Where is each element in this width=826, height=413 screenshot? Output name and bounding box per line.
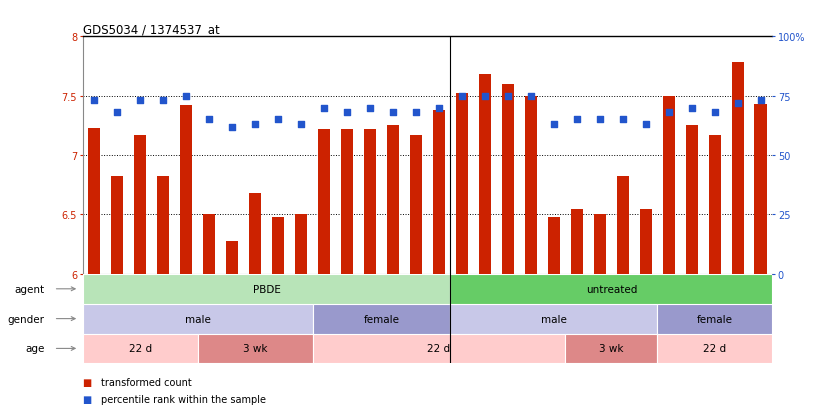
Point [317, 105, 330, 112]
Bar [433, 111, 445, 274]
Bar [363, 130, 377, 274]
Text: 3 wk: 3 wk [243, 344, 268, 354]
Text: 22 d: 22 d [427, 344, 450, 354]
Point [455, 93, 468, 100]
Bar [456, 94, 468, 274]
Text: ■: ■ [83, 377, 92, 387]
Bar [478, 75, 491, 274]
Bar [709, 135, 721, 274]
Bar [312, 304, 450, 334]
Point [478, 93, 491, 100]
Bar [657, 334, 772, 363]
Text: percentile rank within the sample: percentile rank within the sample [101, 394, 266, 404]
Bar [686, 126, 698, 274]
Point [432, 105, 445, 112]
Point [156, 98, 169, 104]
Point [501, 93, 515, 100]
Bar [387, 126, 399, 274]
Text: 22 d: 22 d [129, 344, 152, 354]
Bar [732, 63, 744, 274]
Point [179, 93, 192, 100]
Bar [83, 304, 312, 334]
Bar [88, 128, 101, 274]
Bar [450, 304, 657, 334]
Bar [594, 215, 606, 274]
Bar [157, 177, 169, 274]
Point [548, 121, 561, 128]
Text: transformed count: transformed count [101, 377, 192, 387]
Bar [657, 304, 772, 334]
Bar [662, 96, 675, 274]
Text: gender: gender [7, 314, 45, 324]
Text: 3 wk: 3 wk [599, 344, 624, 354]
Bar [295, 215, 307, 274]
Point [134, 98, 147, 104]
Text: 22 d: 22 d [703, 344, 726, 354]
Bar [225, 241, 239, 274]
Bar [571, 209, 583, 274]
Point [272, 117, 285, 123]
Text: GDS5034 / 1374537_at: GDS5034 / 1374537_at [83, 23, 220, 36]
Bar [197, 334, 312, 363]
Bar [318, 130, 330, 274]
Point [249, 121, 262, 128]
Point [88, 98, 101, 104]
Point [387, 110, 400, 116]
Point [639, 121, 653, 128]
Bar [180, 106, 192, 274]
Point [754, 98, 767, 104]
Bar [202, 215, 216, 274]
Bar [548, 217, 560, 274]
Bar [83, 334, 197, 363]
Point [363, 105, 377, 112]
Bar [616, 177, 629, 274]
Point [731, 100, 744, 107]
Text: PBDE: PBDE [253, 284, 281, 294]
Bar [501, 85, 515, 274]
Bar [525, 96, 537, 274]
Bar [134, 135, 146, 274]
Bar [83, 274, 450, 304]
Point [410, 110, 423, 116]
Text: male: male [185, 314, 211, 324]
Point [202, 117, 216, 123]
Bar [111, 177, 123, 274]
Bar [340, 130, 354, 274]
Text: ■: ■ [83, 394, 92, 404]
Text: male: male [541, 314, 567, 324]
Text: female: female [363, 314, 400, 324]
Bar [754, 105, 767, 274]
Point [708, 110, 721, 116]
Point [111, 110, 124, 116]
Point [593, 117, 606, 123]
Bar [249, 194, 261, 274]
Point [294, 121, 307, 128]
Bar [639, 209, 653, 274]
Bar [272, 217, 284, 274]
Bar [410, 135, 422, 274]
Point [525, 93, 538, 100]
Text: untreated: untreated [586, 284, 637, 294]
Point [662, 110, 676, 116]
Text: age: age [26, 344, 45, 354]
Point [225, 124, 239, 131]
Text: agent: agent [15, 284, 45, 294]
Point [570, 117, 583, 123]
Bar [566, 334, 657, 363]
Bar [312, 334, 566, 363]
Bar [450, 274, 772, 304]
Point [340, 110, 354, 116]
Point [686, 105, 699, 112]
Point [616, 117, 629, 123]
Text: female: female [697, 314, 733, 324]
